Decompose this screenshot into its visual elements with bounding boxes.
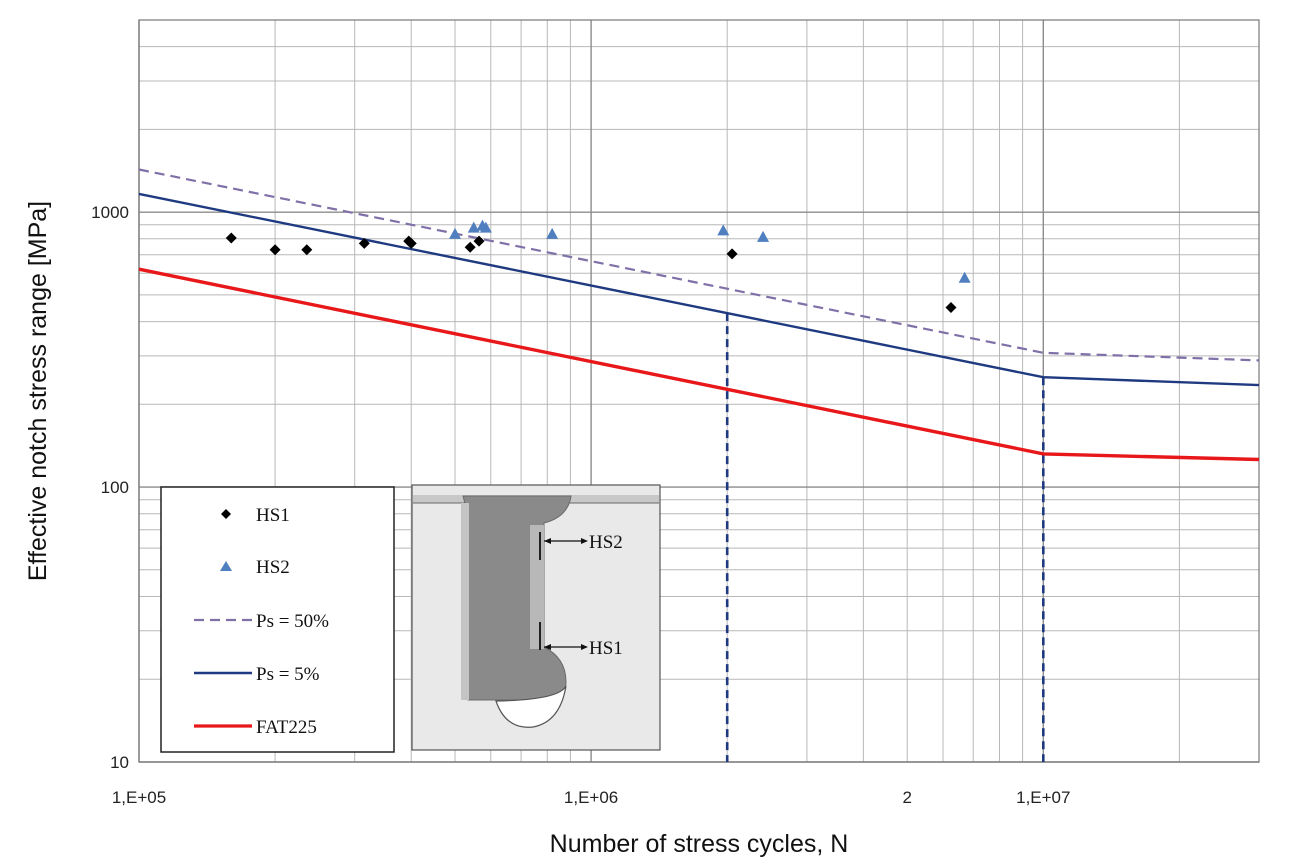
legend-label-fat225: FAT225 [256, 717, 317, 738]
grid-minor [139, 19, 1260, 762]
point-hs2-7 [757, 230, 770, 242]
inset-weld-diagram: HS2 HS1 [411, 484, 661, 751]
legend-marker-hs1 [221, 509, 231, 519]
reference-lines [725, 313, 1045, 762]
point-hs2-2 [467, 221, 480, 233]
point-hs1-9 [726, 248, 738, 260]
y-tick-label: 1000 [91, 203, 129, 222]
inset-web [461, 503, 469, 700]
legend-label-ps5: Ps = 5% [256, 664, 320, 685]
legend-label-hs2: HS2 [256, 557, 290, 578]
y-axis-title: Effective notch stress range [MPa] [24, 201, 52, 581]
point-hs2-5 [546, 227, 559, 239]
legend: HS1 HS2 Ps = 50% Ps = 5% FAT225 [160, 486, 395, 753]
point-hs1-8 [473, 235, 485, 247]
legend-marker-hs2 [220, 561, 232, 571]
series-lines [138, 168, 1260, 462]
inset-label-hs2: HS2 [589, 532, 623, 553]
point-hs2-4 [479, 221, 492, 233]
x-tick-label: 1,E+06 [564, 788, 618, 807]
series-line-ps-50 [138, 168, 1260, 362]
series-line-fat225 [138, 267, 1260, 462]
point-hs1-7 [464, 241, 476, 253]
point-hs2-8 [958, 271, 971, 283]
x-tick-label: 1,E+07 [1016, 788, 1070, 807]
series-points [225, 219, 971, 313]
point-hs1-10 [945, 301, 957, 313]
inset-notch [495, 685, 567, 728]
point-hs1-3 [301, 244, 313, 256]
y-tick-label: 100 [101, 478, 129, 497]
inset-label-hs1: HS1 [589, 638, 623, 659]
plot-frame [138, 19, 1260, 763]
point-hs2-6 [717, 224, 730, 236]
point-hs2-1 [449, 227, 462, 239]
inset-gap [530, 525, 544, 649]
point-hs1-2 [269, 244, 281, 256]
point-hs1-1 [225, 232, 237, 244]
point-hs1-4 [358, 237, 370, 249]
series-line-ps-5 [138, 192, 1260, 387]
y-tick-label: 10 [110, 753, 129, 772]
legend-label-ps50: Ps = 50% [256, 611, 329, 632]
y-tick-labels: 10 100 1000 [91, 203, 129, 772]
x-tick-label: 2 [902, 788, 911, 807]
point-hs1-6 [405, 237, 417, 249]
x-tick-label: 1,E+05 [112, 788, 166, 807]
legend-label-hs1: HS1 [256, 505, 290, 526]
x-axis-title: Number of stress cycles, N [550, 830, 849, 858]
x-tick-labels: 1,E+05 1,E+06 2 1,E+07 [112, 788, 1071, 807]
